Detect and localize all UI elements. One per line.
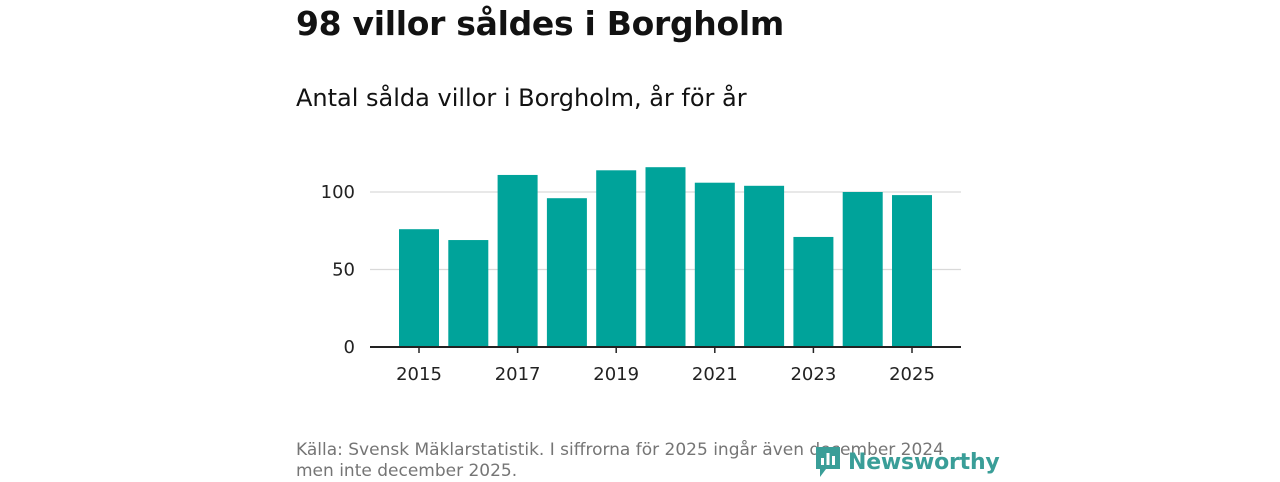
bar-2016 bbox=[448, 240, 489, 347]
source-note: Källa: Svensk Mäklarstatistik. I siffror… bbox=[296, 440, 956, 482]
bars bbox=[399, 167, 932, 347]
bar-2019 bbox=[596, 170, 637, 347]
y-tick-label: 100 bbox=[321, 182, 355, 203]
newsworthy-logo-icon bbox=[816, 447, 840, 477]
bar-chart: 0 50 100 2015 2017 2019 2021 2023 2025 bbox=[321, 167, 961, 385]
x-tick-label: 2025 bbox=[889, 364, 935, 385]
bar-2024 bbox=[842, 192, 883, 347]
bar-2018 bbox=[546, 198, 587, 347]
x-tick-label: 2021 bbox=[692, 364, 738, 385]
bar-2023 bbox=[793, 236, 834, 347]
x-tick-label: 2019 bbox=[593, 364, 639, 385]
x-tick-label: 2015 bbox=[396, 364, 442, 385]
bar-2020 bbox=[645, 167, 686, 347]
chart-subtitle: Antal sålda villor i Borgholm, år för år bbox=[296, 84, 747, 112]
bar-2017 bbox=[497, 174, 538, 347]
brand-name: Newsworthy bbox=[848, 449, 1000, 475]
y-tick-label: 50 bbox=[332, 260, 355, 281]
x-tick-label: 2023 bbox=[790, 364, 836, 385]
y-axis-labels: 0 50 100 bbox=[321, 182, 355, 358]
bar-2021 bbox=[694, 182, 735, 347]
x-axis: 2015 2017 2019 2021 2023 2025 bbox=[370, 346, 961, 385]
bar-2022 bbox=[744, 185, 785, 347]
source-note-line-2: men inte december 2025. bbox=[296, 461, 518, 481]
bar-2015 bbox=[399, 229, 439, 347]
chart-title: 98 villor såldes i Borgholm bbox=[296, 4, 784, 43]
bar-2025 bbox=[892, 195, 932, 347]
x-tick-label: 2017 bbox=[495, 364, 541, 385]
y-tick-label: 0 bbox=[344, 337, 355, 358]
source-note-line-1: Källa: Svensk Mäklarstatistik. I siffror… bbox=[296, 440, 944, 460]
brand-logo[interactable]: Newsworthy bbox=[814, 444, 1000, 480]
